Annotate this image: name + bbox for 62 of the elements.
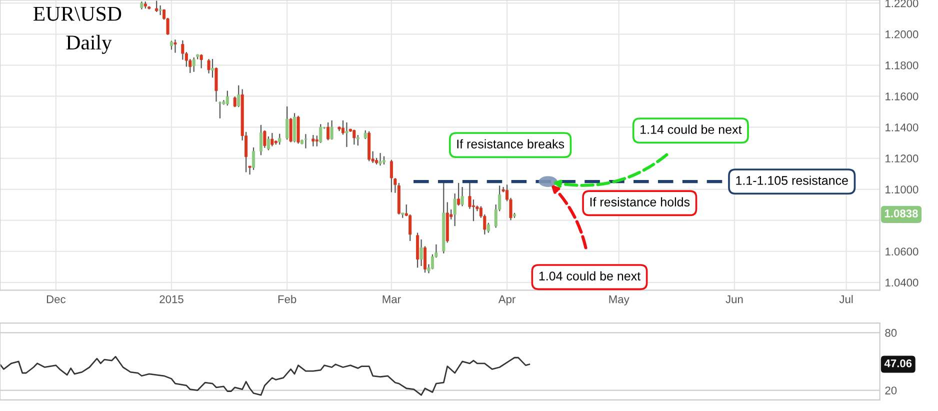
x-tick-label: 2015 [160, 295, 184, 304]
candlestick [486, 222, 490, 234]
line-series [0, 356, 530, 396]
candlestick [472, 198, 475, 222]
candlestick [278, 133, 282, 146]
y-tick-label: 80 [885, 328, 897, 337]
candlestick [315, 135, 318, 147]
ref-line-label: 1.1-1.105 resistance [736, 176, 848, 185]
y-tick-label: 1.2000 [886, 30, 918, 38]
candlestick [390, 159, 393, 193]
annotation: If resistance breaks [457, 139, 564, 148]
candlestick [345, 122, 348, 148]
candlestick [460, 186, 464, 207]
text: Daily [66, 34, 112, 54]
annotation: If resistance holds [590, 197, 690, 206]
x-tick-label: Mar [382, 295, 401, 304]
candlestick [192, 56, 196, 72]
candlestick [356, 134, 360, 146]
annotation: 1.04 could be next [539, 271, 640, 280]
candlestick [200, 54, 203, 69]
candlestick [416, 232, 420, 268]
candlestick [420, 238, 423, 267]
x-tick-label: Jul [839, 295, 853, 304]
candlestick [286, 106, 289, 140]
candlestick [330, 120, 334, 140]
y-tick-label: 1.1600 [886, 92, 918, 100]
x-tick-label: May [609, 295, 630, 306]
x-tick-label: Feb [278, 295, 296, 304]
candlestick [304, 134, 308, 149]
y-tick-label: 1.0600 [886, 248, 918, 256]
candlestick [259, 124, 262, 156]
y-tick-label: 1.1800 [886, 61, 918, 70]
y-tick-label: 20 [885, 386, 897, 394]
candlestick [210, 58, 214, 78]
candlestick [352, 129, 356, 146]
y-tick-label: 1.1000 [886, 186, 918, 194]
annotation: 1.0838 [884, 210, 918, 218]
x-tick-label: Dec [46, 295, 66, 304]
candlestick [155, 0, 158, 13]
candlestick [233, 96, 236, 108]
candlestick [158, 4, 162, 16]
candlestick [457, 182, 460, 206]
y-tick-label: 1.1200 [886, 154, 918, 162]
y-tick-label: 1.0400 [886, 278, 918, 287]
annotation: 47.06 [884, 359, 912, 368]
x-tick-label: Jun [726, 295, 743, 304]
annotation: 1.14 could be next [640, 124, 742, 134]
candlestick [252, 146, 256, 170]
candlestick [270, 132, 274, 147]
candlestick [226, 90, 229, 106]
candlestick [237, 84, 240, 108]
candlestick [326, 122, 330, 141]
chart-title: EUR\USD [33, 6, 122, 21]
candlestick [312, 134, 315, 147]
y-tick-label: 1.1400 [886, 124, 918, 132]
x-tick-label: Apr [498, 295, 516, 306]
candlestick [218, 101, 222, 119]
candlestick [207, 58, 210, 74]
candlestick [408, 214, 412, 242]
candlestick [319, 124, 322, 144]
candlestick [378, 152, 382, 166]
candlestick [174, 39, 177, 54]
